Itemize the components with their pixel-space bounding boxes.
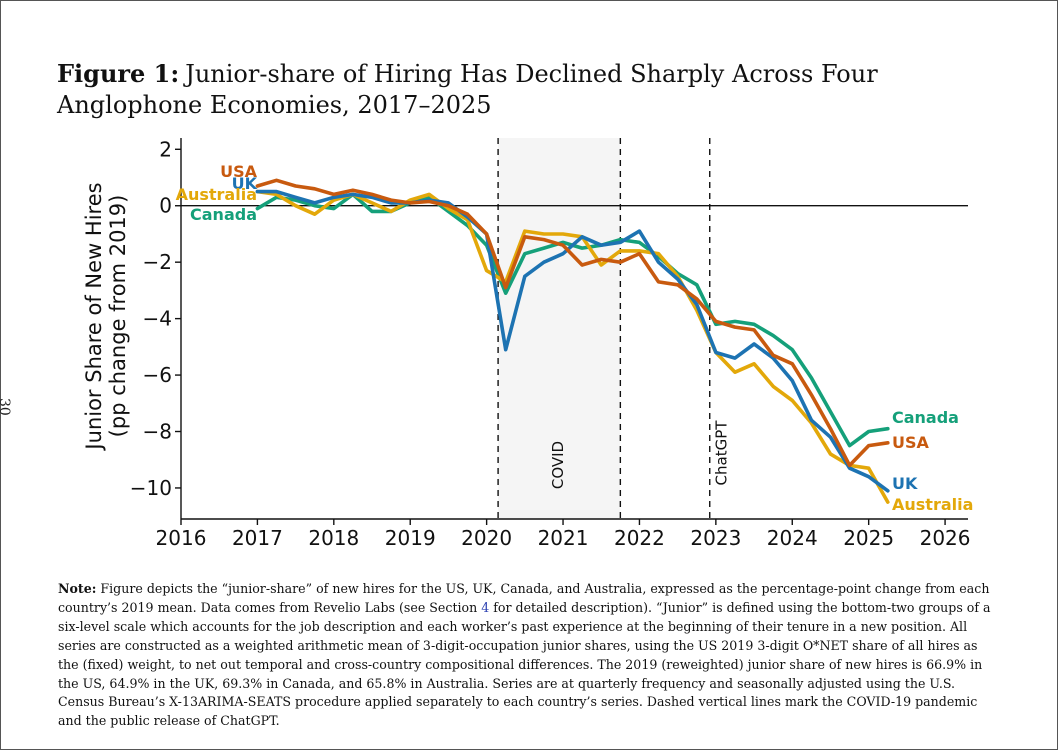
y-tick-label: −8	[143, 420, 172, 444]
x-tick-label: 2022	[614, 526, 665, 550]
x-tick-label: 2026	[920, 526, 971, 550]
covid-shaded-region	[498, 138, 621, 519]
figure-title-text: Junior-share of Hiring Has Declined Shar…	[57, 60, 878, 119]
y-tick-label: −6	[143, 363, 172, 387]
note-text-1: Figure depicts the “junior-share” of new…	[58, 581, 990, 615]
figure-note: Note: Figure depicts the “junior-share” …	[58, 580, 1002, 731]
x-tick-label: 2016	[156, 526, 207, 550]
section-reference-link[interactable]: 4	[481, 599, 490, 615]
series-label-usa-end: USA	[892, 433, 930, 452]
x-tick-label: 2024	[767, 526, 818, 550]
series-line-australia	[255, 189, 890, 504]
covid-label: COVID	[549, 441, 567, 489]
y-tick-label: 0	[159, 194, 172, 218]
y-tick-label: −10	[130, 476, 172, 500]
series-label-australia-start: Australia	[176, 185, 257, 204]
series-label-canada-start: Canada	[190, 205, 257, 224]
x-tick-label: 2018	[308, 526, 359, 550]
y-axis-title-line: Junior Share of New Hires	[82, 182, 106, 451]
y-axis-title-line: (pp change from 2019)	[106, 195, 130, 438]
line-chart: COVID ChatGPT 2 0 −2 −4 −6 −8 −10 2016 2017 2018 2…	[82, 137, 973, 550]
note-text-2: for detailed description). “Junior” is d…	[58, 599, 991, 729]
note-label: Note:	[58, 581, 97, 596]
figure-title: Figure 1: Junior-share of Hiring Has Decl…	[57, 58, 1017, 121]
figure-label: Figure 1:	[57, 59, 180, 88]
y-axis-title: Junior Share of New Hires(pp change from…	[82, 182, 130, 451]
series-label-canada-end: Canada	[892, 408, 959, 427]
chatgpt-label: ChatGPT	[713, 420, 731, 486]
x-tick-label: 2021	[538, 526, 589, 550]
series-label-usa-start: USA	[220, 162, 258, 181]
x-tick-label: 2025	[843, 526, 894, 550]
x-tick-label: 2020	[461, 526, 512, 550]
series-label-uk-end: UK	[892, 474, 918, 493]
y-tick-label: −4	[143, 307, 172, 331]
series-line-uk	[255, 189, 890, 493]
y-tick-label: 2	[159, 137, 172, 161]
y-tick-label: −2	[143, 250, 172, 274]
x-tick-label: 2017	[232, 526, 283, 550]
series-line-usa	[255, 178, 890, 468]
series-label-australia-end: Australia	[892, 495, 973, 514]
series-label-uk-start: UK	[232, 174, 258, 193]
x-tick-label: 2019	[385, 526, 436, 550]
x-tick-label: 2023	[690, 526, 741, 550]
